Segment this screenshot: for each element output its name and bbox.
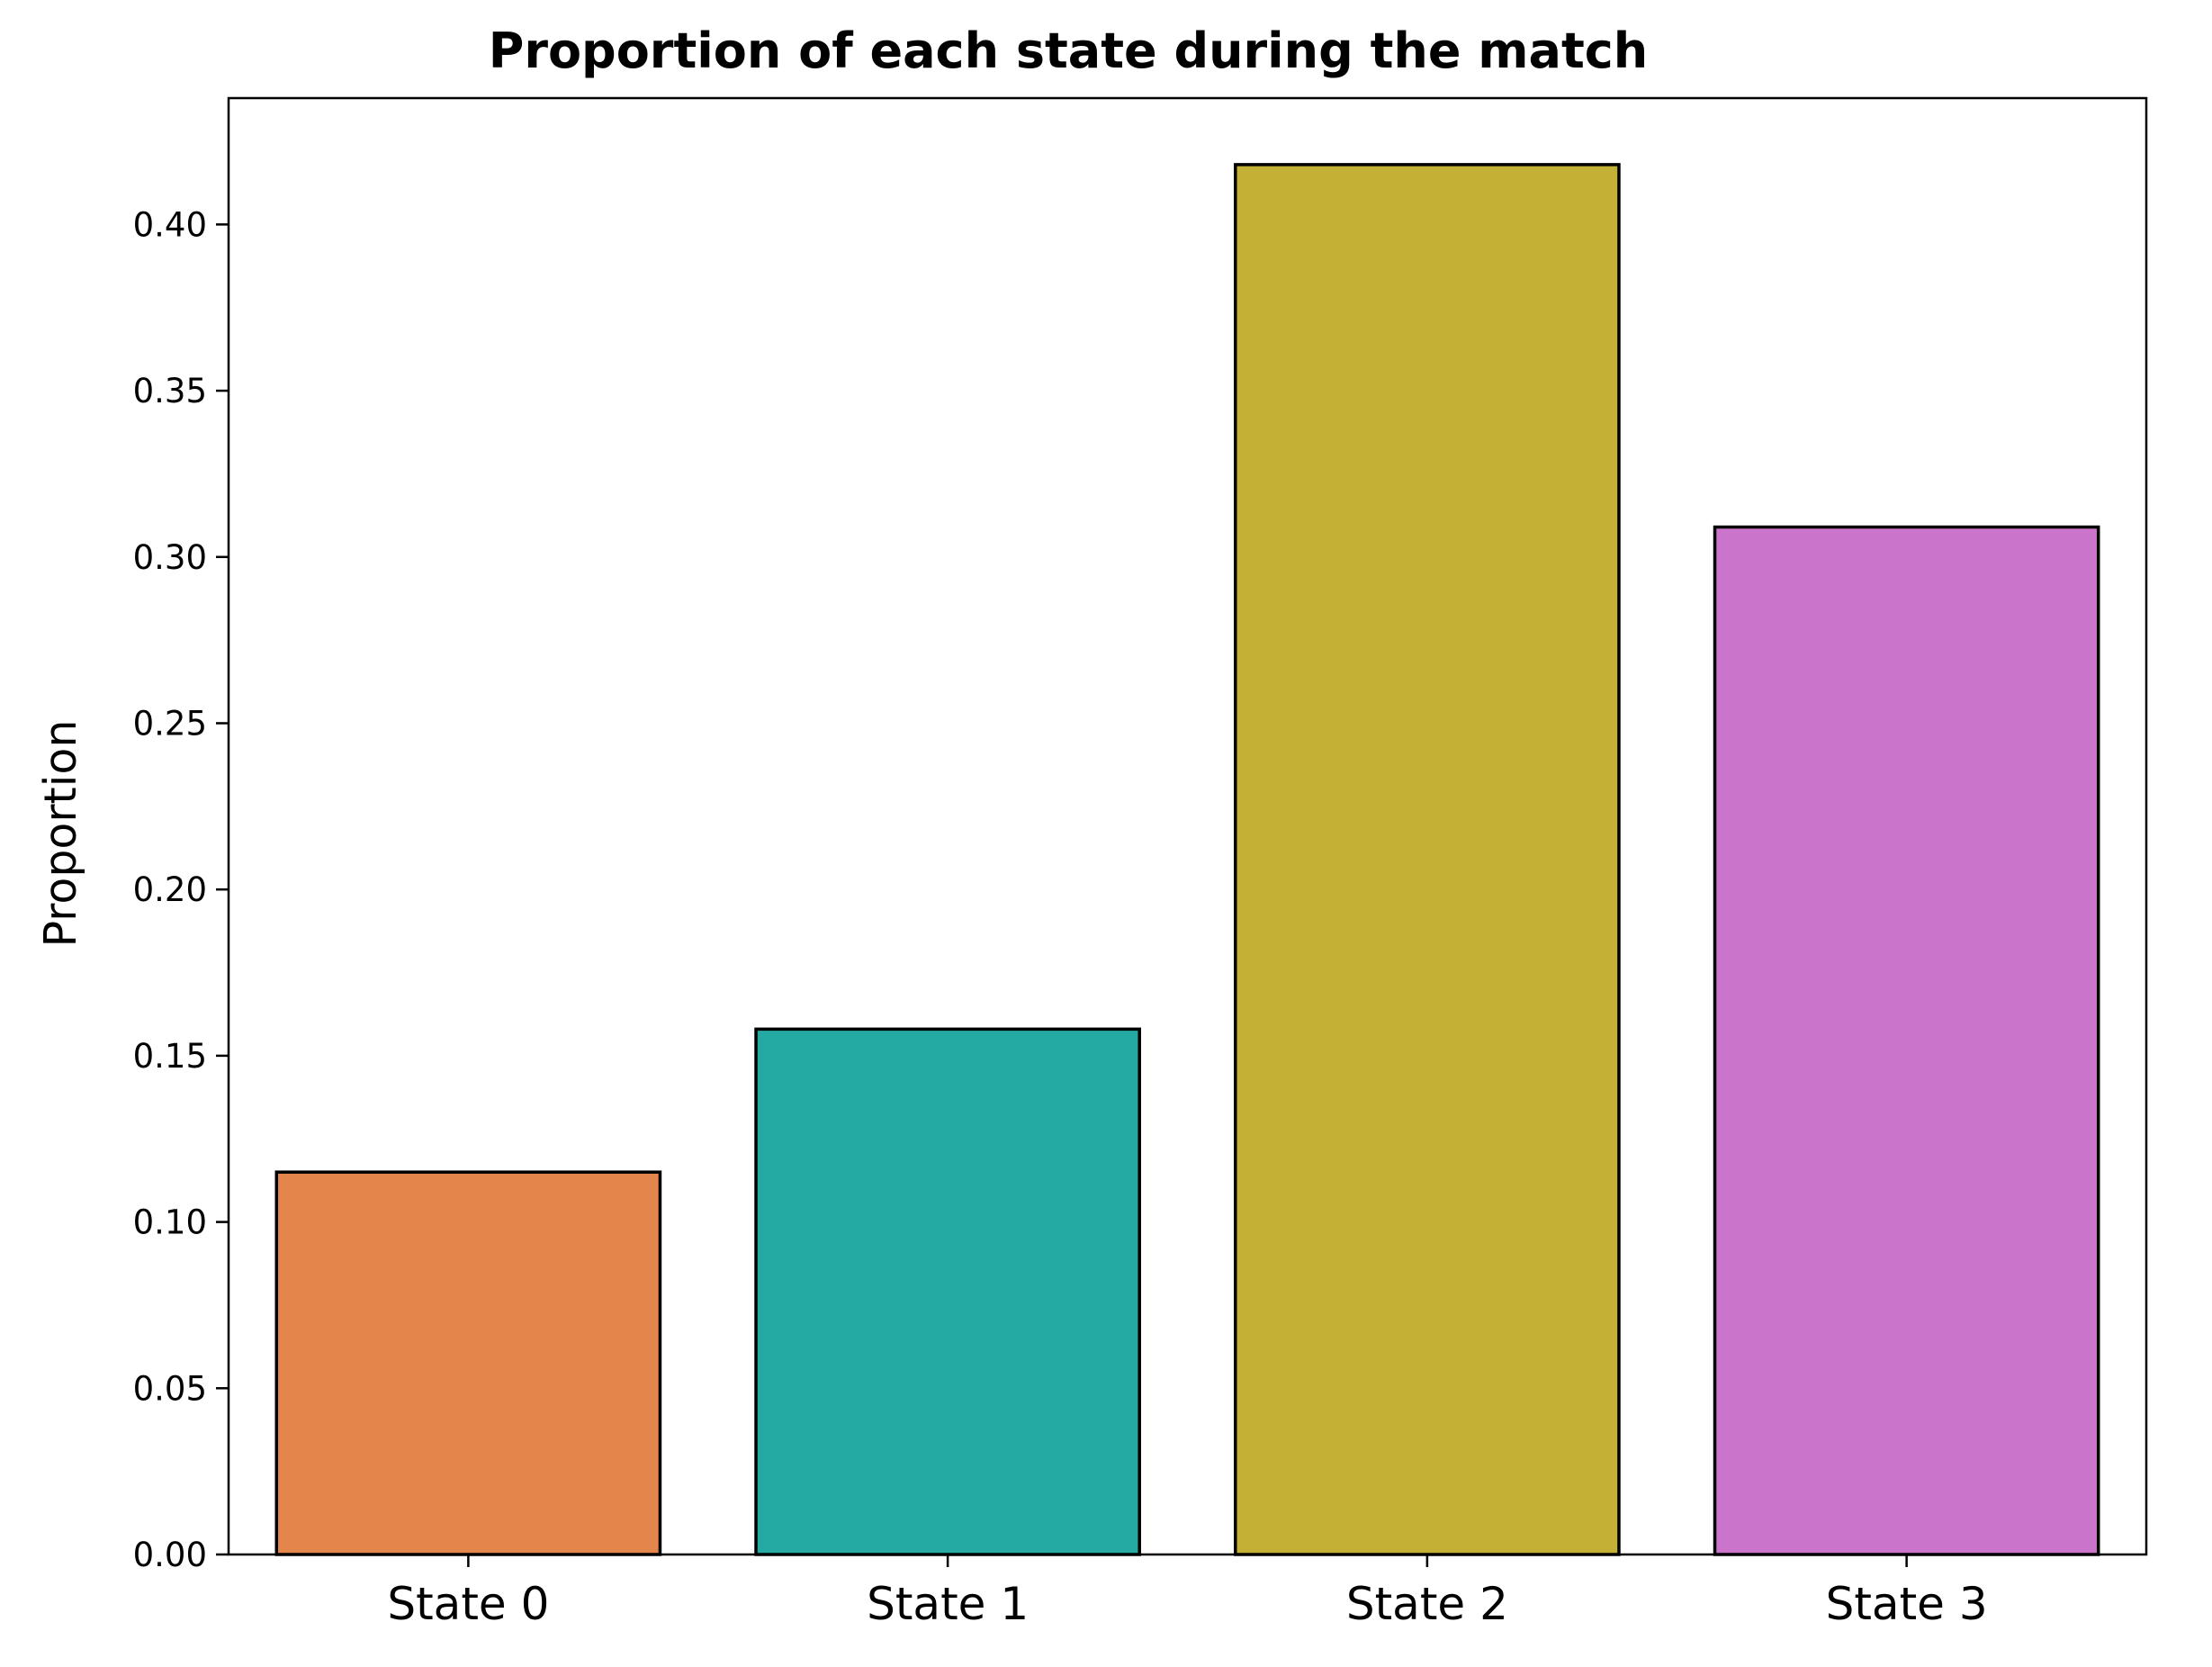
y-tick-label: 0.35 xyxy=(133,372,207,410)
y-tick-label: 0.15 xyxy=(133,1037,207,1076)
chart-title: Proportion of each state during the matc… xyxy=(489,23,1649,79)
bar-state-2 xyxy=(1234,163,1621,1556)
x-tick-label: State 1 xyxy=(867,1578,1029,1630)
y-axis-ticks: 0.00 0.05 0.10 0.15 0.20 0.25 0.30 0.35 0.40 xyxy=(133,205,229,1574)
y-axis-label: Proportion xyxy=(35,720,86,948)
bar-state-3 xyxy=(1713,525,2100,1556)
x-axis-ticks: State 0 State 1 State 2 State 3 xyxy=(387,1554,1988,1630)
x-tick-label: State 3 xyxy=(1826,1578,1988,1630)
y-tick-label: 0.00 xyxy=(133,1536,207,1574)
bar-state-1 xyxy=(754,1027,1141,1556)
y-tick-label: 0.05 xyxy=(133,1369,207,1408)
y-tick-label: 0.10 xyxy=(133,1203,207,1242)
x-tick-label: State 2 xyxy=(1346,1578,1508,1630)
y-tick-label: 0.25 xyxy=(133,704,207,743)
bar-state-0 xyxy=(274,1170,662,1556)
y-tick-label: 0.20 xyxy=(133,870,207,909)
plot-frame xyxy=(227,96,2148,1556)
y-tick-label: 0.40 xyxy=(133,205,207,244)
y-tick-label: 0.30 xyxy=(133,538,207,577)
bar-group xyxy=(274,163,2100,1556)
x-tick-label: State 0 xyxy=(387,1578,549,1630)
